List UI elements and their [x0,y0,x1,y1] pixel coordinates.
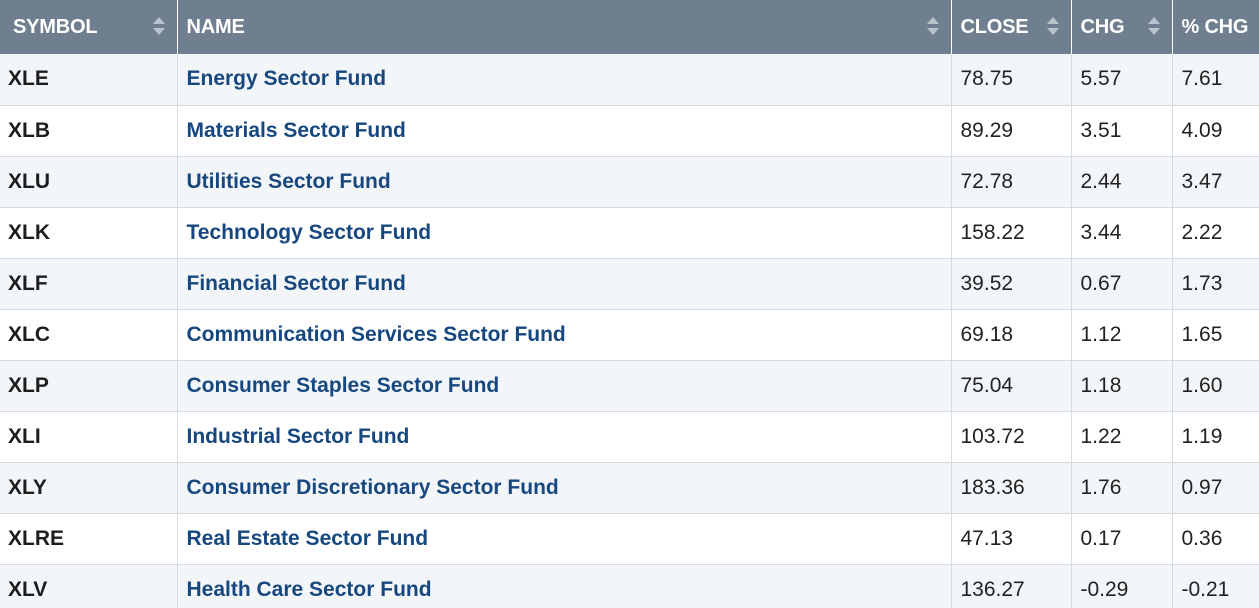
symbol-cell: XLB [0,105,178,157]
sort-arrows-icon[interactable] [926,17,939,37]
chg-cell: 3.51 [1071,105,1173,157]
pct-chg-cell: 1.65 [1172,309,1259,361]
symbol-cell: XLP [0,360,178,412]
pct-chg-cell: 1.73 [1172,258,1259,310]
close-cell: 75.04 [951,360,1072,412]
symbol-cell: XLV [0,564,178,608]
name-cell: Communication Services Sector Fund [177,309,952,361]
symbol-cell: XLU [0,156,178,208]
column-header-name[interactable]: NAME [177,0,952,54]
fund-name-link[interactable]: Utilities Sector Fund [186,169,391,193]
pct-chg-cell: 4.09 [1172,105,1259,157]
close-cell: 136.27 [951,564,1072,608]
table-header-row: SYMBOL NAME CLOSE CHG % CHG [0,0,1259,54]
fund-name-link[interactable]: Technology Sector Fund [186,220,432,244]
close-cell: 78.75 [951,54,1072,106]
table-row: XLF Financial Sector Fund 39.52 0.67 1.73 [0,258,1259,310]
chg-cell: 1.18 [1071,360,1173,412]
symbol-cell: XLF [0,258,178,310]
pct-chg-cell: 1.60 [1172,360,1259,412]
column-header-symbol[interactable]: SYMBOL [0,0,178,54]
pct-chg-cell: -0.21 [1172,564,1259,608]
symbol-cell: XLY [0,462,178,514]
table-row: XLE Energy Sector Fund 78.75 5.57 7.61 [0,54,1259,106]
chg-cell: 5.57 [1071,54,1173,106]
close-cell: 72.78 [951,156,1072,208]
close-cell: 39.52 [951,258,1072,310]
column-header-close[interactable]: CLOSE [951,0,1072,54]
symbol-cell: XLE [0,54,178,106]
name-cell: Energy Sector Fund [177,54,952,106]
column-header-label: NAME [186,15,245,38]
fund-name-link[interactable]: Consumer Discretionary Sector Fund [186,475,559,499]
symbol-cell: XLK [0,207,178,259]
pct-chg-cell: 2.22 [1172,207,1259,259]
fund-name-link[interactable]: Real Estate Sector Fund [186,526,429,550]
close-cell: 69.18 [951,309,1072,361]
symbol-cell: XLRE [0,513,178,565]
fund-name-link[interactable]: Consumer Staples Sector Fund [186,373,500,397]
table-row: XLI Industrial Sector Fund 103.72 1.22 1.19 [0,411,1259,463]
fund-name-link[interactable]: Energy Sector Fund [186,67,387,91]
pct-chg-cell: 3.47 [1172,156,1259,208]
name-cell: Materials Sector Fund [177,105,952,157]
chg-cell: 0.17 [1071,513,1173,565]
pct-chg-cell: 7.61 [1172,54,1259,106]
sort-arrows-icon[interactable] [1046,17,1059,37]
table-row: XLB Materials Sector Fund 89.29 3.51 4.09 [0,105,1259,157]
column-header-label: CLOSE [960,15,1029,38]
chg-cell: 1.76 [1071,462,1173,514]
chg-cell: 2.44 [1071,156,1173,208]
close-cell: 183.36 [951,462,1072,514]
chg-cell: -0.29 [1071,564,1173,608]
name-cell: Real Estate Sector Fund [177,513,952,565]
chg-cell: 3.44 [1071,207,1173,259]
table-row: XLRE Real Estate Sector Fund 47.13 0.17 0.36 [0,513,1259,565]
fund-name-link[interactable]: Industrial Sector Fund [186,424,410,448]
column-header-chg[interactable]: CHG [1071,0,1173,54]
column-header-label: SYMBOL [13,15,98,38]
table-row: XLC Communication Services Sector Fund 69.… [0,309,1259,361]
name-cell: Industrial Sector Fund [177,411,952,463]
name-cell: Health Care Sector Fund [177,564,952,608]
chg-cell: 1.12 [1071,309,1173,361]
fund-name-link[interactable]: Communication Services Sector Fund [186,322,566,346]
name-cell: Consumer Staples Sector Fund [177,360,952,412]
close-cell: 103.72 [951,411,1072,463]
table-row: XLU Utilities Sector Fund 72.78 2.44 3.47 [0,156,1259,208]
pct-chg-cell: 0.36 [1172,513,1259,565]
column-header-label: % CHG [1181,15,1249,38]
column-header-label: CHG [1080,15,1125,38]
close-cell: 158.22 [951,207,1072,259]
column-header-pct-chg[interactable]: % CHG [1172,0,1259,54]
pct-chg-cell: 1.19 [1172,411,1259,463]
name-cell: Technology Sector Fund [177,207,952,259]
chg-cell: 0.67 [1071,258,1173,310]
name-cell: Utilities Sector Fund [177,156,952,208]
close-cell: 47.13 [951,513,1072,565]
fund-name-link[interactable]: Materials Sector Fund [186,118,406,142]
symbol-cell: XLI [0,411,178,463]
symbol-cell: XLC [0,309,178,361]
table-row: XLK Technology Sector Fund 158.22 3.44 2.22 [0,207,1259,259]
table-row: XLY Consumer Discretionary Sector Fund 183… [0,462,1259,514]
chg-cell: 1.22 [1071,411,1173,463]
sort-arrows-icon[interactable] [152,17,165,37]
name-cell: Consumer Discretionary Sector Fund [177,462,952,514]
table-row: XLV Health Care Sector Fund 136.27 -0.29 -0.… [0,564,1259,608]
close-cell: 89.29 [951,105,1072,157]
table-row: XLP Consumer Staples Sector Fund 75.04 1.18… [0,360,1259,412]
sort-arrows-icon[interactable] [1147,17,1160,37]
fund-name-link[interactable]: Health Care Sector Fund [186,577,432,601]
pct-chg-cell: 0.97 [1172,462,1259,514]
name-cell: Financial Sector Fund [177,258,952,310]
fund-name-link[interactable]: Financial Sector Fund [186,271,406,295]
